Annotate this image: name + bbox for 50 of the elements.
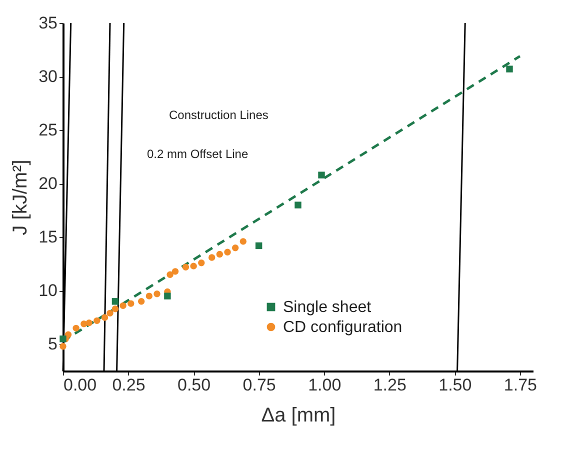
legend-label: Single sheet [283, 299, 372, 316]
x-tick-label: 0.50 [178, 376, 211, 394]
y-axis-title: J [kJ/m²] [10, 160, 32, 236]
point [294, 202, 302, 208]
point [208, 254, 216, 261]
point [506, 66, 513, 72]
point [216, 250, 224, 258]
point [190, 262, 197, 270]
legend-label: CD configuration [283, 319, 402, 336]
point [240, 238, 247, 245]
annotation: 0.2 mm Offset Line [147, 147, 248, 161]
point [138, 298, 145, 305]
point [60, 336, 66, 342]
point [224, 248, 231, 256]
y-tick-label: 15 [38, 228, 58, 247]
point [94, 317, 100, 324]
x-tick-label: 1.25 [373, 376, 406, 394]
y-tick-label: 25 [38, 120, 58, 140]
point [80, 320, 88, 328]
y-tick-label: 30 [38, 67, 58, 86]
point [60, 343, 66, 350]
point [128, 300, 134, 307]
x-tick-label: 0.25 [112, 376, 146, 394]
point [166, 271, 174, 278]
point [318, 172, 325, 178]
x-tick-label: 1.00 [308, 376, 342, 394]
x-tick-label: 1.75 [504, 376, 537, 394]
x-tick-label: 1.50 [438, 376, 472, 394]
x-tick-label: 0.75 [242, 376, 276, 394]
point [72, 324, 80, 332]
x-axis-title: Δa [mm] [261, 404, 336, 426]
point [106, 310, 114, 317]
point [101, 314, 108, 321]
point [154, 290, 160, 298]
point [255, 242, 262, 250]
annotation: Construction Lines [169, 108, 268, 122]
point [198, 260, 205, 266]
y-tick-label: 20 [38, 174, 58, 194]
y-tick-label: 5 [48, 334, 58, 354]
point [172, 268, 179, 275]
y-tick-label: 10 [38, 281, 58, 300]
point [112, 298, 119, 305]
point [232, 244, 239, 252]
point [120, 302, 126, 310]
point [164, 292, 171, 300]
x-tick-label: 0.00 [64, 376, 97, 394]
y-tick-label: 35 [38, 14, 58, 32]
point [112, 306, 119, 312]
point [182, 264, 190, 270]
point [146, 292, 153, 300]
